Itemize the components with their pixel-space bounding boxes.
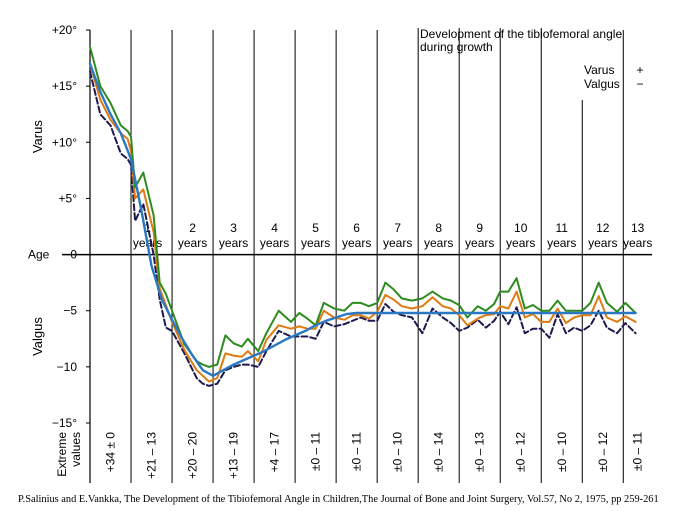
y-tick-label: +10°	[52, 135, 77, 149]
extreme-value: ±0 – 14	[432, 432, 446, 472]
extreme-value: +13 – 19	[227, 432, 241, 479]
legend-label: Varus	[584, 63, 614, 77]
series-line-blue	[88, 62, 637, 377]
age-number: 6	[353, 221, 360, 235]
age-number: 7	[394, 221, 401, 235]
series-line-navy	[89, 70, 637, 387]
extreme-value: +4 – 17	[268, 432, 282, 473]
extreme-value: +21 – 13	[145, 432, 159, 479]
chart-title: during growth	[420, 40, 493, 54]
extreme-values-label: Extreme	[55, 432, 69, 477]
series-line-green	[89, 45, 637, 368]
chart-title: Development of the tibiofemoral angle	[420, 27, 622, 41]
age-unit: years	[260, 236, 289, 250]
age-number: 12	[596, 221, 610, 235]
extreme-value: +34 ± 0	[104, 432, 118, 473]
extreme-value: ±0 – 11	[309, 432, 323, 471]
age-unit: years	[424, 236, 453, 250]
extreme-value: ±0 – 11	[350, 432, 364, 471]
age-number: 5	[312, 221, 319, 235]
extreme-value: +20 – 20	[186, 432, 200, 479]
extreme-value: ±0 – 13	[473, 432, 487, 472]
extreme-values-label: values	[69, 432, 83, 467]
extreme-value: ±0 – 12	[514, 432, 528, 472]
extreme-value: ±0 – 10	[391, 432, 405, 472]
y-tick-label: +20°	[52, 23, 77, 37]
y-tick-label: +15°	[52, 79, 77, 93]
age-unit: years	[506, 236, 535, 250]
age-unit: years	[219, 236, 248, 250]
y-tick-label: −15°	[52, 416, 77, 430]
age-unit: years	[547, 236, 576, 250]
y-tick-label: −10	[57, 360, 78, 374]
legend-sign: +	[636, 63, 643, 77]
age-unit: years	[301, 236, 330, 250]
age-unit: years	[588, 236, 617, 250]
y-tick-label: −5	[63, 304, 77, 318]
y-axis-label-valgus: Valgus	[30, 317, 45, 356]
age-unit: years	[383, 236, 412, 250]
extreme-value: ±0 – 12	[596, 432, 610, 472]
age-unit: years	[465, 236, 494, 250]
tibiofemoral-angle-chart: +20°+15°+10°+5°0−5−10−15°AgeVarusValgusD…	[28, 23, 652, 483]
age-number: 3	[230, 221, 237, 235]
y-axis-label-varus: Varus	[30, 120, 45, 153]
age-number: 9	[476, 221, 483, 235]
age-number: 11	[556, 221, 569, 235]
age-number: 10	[514, 221, 528, 235]
age-unit: years	[342, 236, 371, 250]
y-tick-label: +5°	[59, 191, 78, 205]
legend-sign: −	[636, 77, 643, 91]
age-number: 8	[435, 221, 442, 235]
legend-label: Valgus	[584, 77, 620, 91]
age-number: 2	[189, 221, 196, 235]
citation-text: P.Salinius and E.Vankka, The Development…	[18, 494, 659, 505]
zero-axis-label: Age	[28, 248, 50, 262]
age-number: 13	[631, 221, 645, 235]
extreme-value: ±0 – 10	[555, 432, 569, 472]
age-number: 4	[271, 221, 278, 235]
age-unit: years	[178, 236, 207, 250]
extreme-value: ±0 – 11	[631, 432, 645, 471]
age-unit: years	[623, 236, 652, 250]
